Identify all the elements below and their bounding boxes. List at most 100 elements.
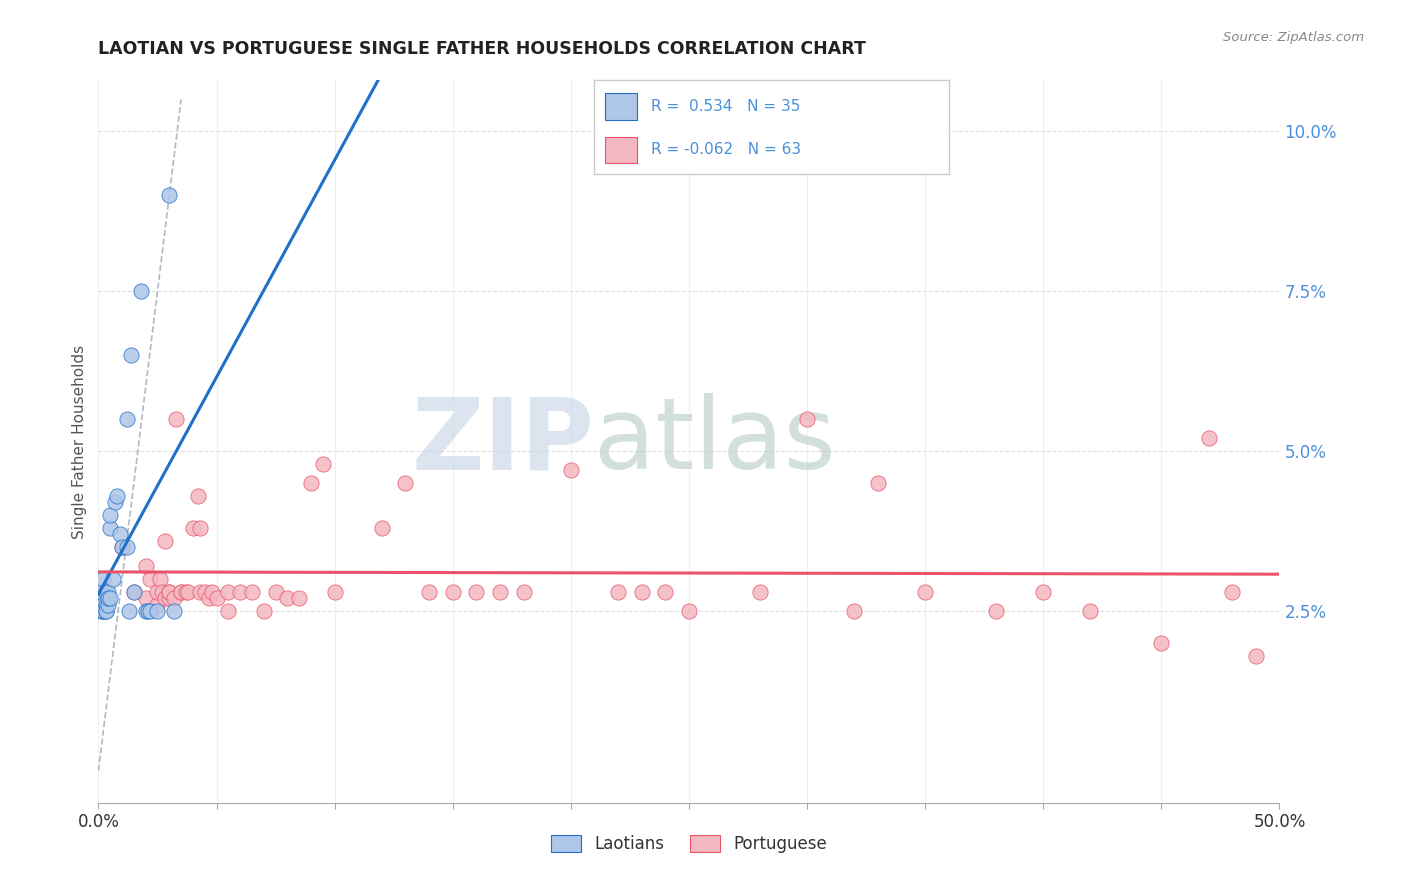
Point: [97, 584, 120, 599]
Point: [101, 572, 124, 586]
Point: [489, 584, 512, 599]
Point: [299, 476, 322, 491]
Point: [91, 572, 114, 586]
Point: [194, 584, 217, 599]
Point: [153, 591, 176, 606]
Point: [163, 591, 186, 606]
Point: [122, 584, 145, 599]
Point: [240, 584, 263, 599]
Point: [984, 604, 1007, 618]
Point: [371, 521, 394, 535]
Point: [181, 521, 204, 535]
Point: [844, 604, 866, 618]
Point: [170, 584, 193, 599]
Point: [630, 584, 652, 599]
Point: [157, 584, 180, 599]
Point: [165, 412, 187, 426]
Point: [1150, 636, 1173, 650]
Point: [105, 489, 128, 503]
Point: [122, 584, 145, 599]
Point: [87, 598, 110, 612]
Point: [135, 591, 157, 606]
Point: [177, 584, 200, 599]
Point: [97, 598, 120, 612]
Point: [512, 584, 534, 599]
Point: [91, 604, 114, 618]
Point: [115, 412, 138, 426]
Point: [153, 533, 176, 548]
Point: [136, 604, 159, 618]
Point: [111, 540, 134, 554]
Point: [253, 604, 276, 618]
Point: [108, 527, 131, 541]
Text: atlas: atlas: [595, 393, 837, 490]
Point: [94, 604, 117, 618]
Point: [146, 604, 169, 618]
Point: [91, 604, 114, 618]
Point: [97, 591, 120, 606]
Point: [94, 584, 117, 599]
Point: [90, 604, 112, 618]
Point: [129, 285, 152, 299]
Point: [135, 604, 157, 618]
Point: [914, 584, 936, 599]
Point: [187, 489, 209, 503]
Point: [560, 463, 582, 477]
Point: [157, 584, 180, 599]
Point: [146, 598, 169, 612]
Point: [276, 591, 298, 606]
Point: [149, 572, 172, 586]
Point: [217, 584, 239, 599]
Point: [748, 584, 770, 599]
Point: [188, 584, 211, 599]
Text: ZIP: ZIP: [412, 393, 595, 490]
Point: [98, 508, 121, 522]
Point: [678, 604, 700, 618]
Point: [288, 591, 311, 606]
Point: [312, 457, 335, 471]
Point: [157, 591, 180, 606]
Point: [98, 591, 121, 606]
Point: [94, 604, 117, 618]
Point: [229, 584, 252, 599]
Point: [188, 521, 211, 535]
Text: LAOTIAN VS PORTUGUESE SINGLE FATHER HOUSEHOLDS CORRELATION CHART: LAOTIAN VS PORTUGUESE SINGLE FATHER HOUS…: [98, 40, 866, 58]
Point: [150, 584, 173, 599]
Point: [201, 584, 224, 599]
Point: [418, 584, 440, 599]
Point: [654, 584, 676, 599]
Point: [198, 591, 221, 606]
Point: [135, 559, 157, 574]
Point: [1220, 584, 1243, 599]
Legend: Laotians, Portuguese: Laotians, Portuguese: [544, 828, 834, 860]
Text: Source: ZipAtlas.com: Source: ZipAtlas.com: [1223, 31, 1364, 45]
Point: [441, 584, 464, 599]
Point: [174, 584, 197, 599]
Point: [607, 584, 630, 599]
Point: [87, 598, 110, 612]
Point: [139, 604, 162, 618]
Point: [323, 584, 346, 599]
Point: [98, 521, 121, 535]
Point: [1244, 648, 1267, 663]
Point: [121, 348, 143, 362]
Point: [1032, 584, 1054, 599]
Point: [139, 572, 162, 586]
Point: [157, 188, 180, 202]
Point: [111, 540, 134, 554]
Point: [264, 584, 287, 599]
Point: [205, 591, 228, 606]
Point: [90, 584, 112, 599]
Point: [170, 584, 193, 599]
Point: [163, 604, 186, 618]
Point: [104, 495, 127, 509]
Point: [796, 412, 818, 426]
Point: [94, 598, 117, 612]
Point: [866, 476, 889, 491]
Point: [118, 604, 141, 618]
Point: [394, 476, 416, 491]
Point: [1198, 431, 1220, 445]
Point: [1080, 604, 1102, 618]
Point: [115, 540, 138, 554]
Y-axis label: Single Father Households: Single Father Households: [72, 344, 87, 539]
